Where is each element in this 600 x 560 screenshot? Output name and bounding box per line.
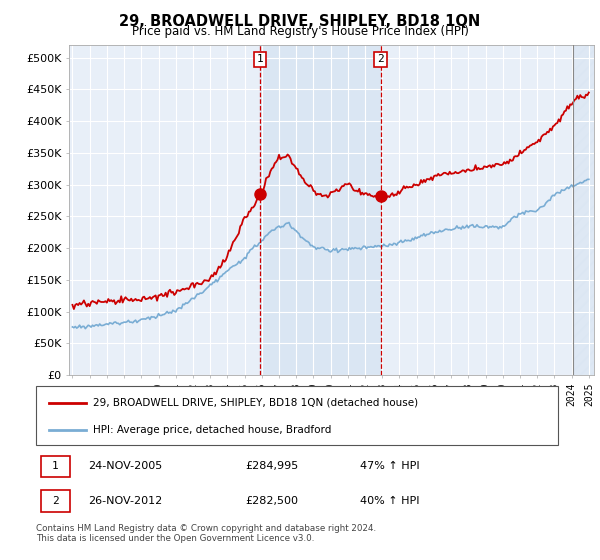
Bar [260, 45, 380, 375]
FancyBboxPatch shape [41, 491, 70, 512]
Text: 47% ↑ HPI: 47% ↑ HPI [359, 461, 419, 472]
FancyBboxPatch shape [41, 455, 70, 477]
Text: Price paid vs. HM Land Registry's House Price Index (HPI): Price paid vs. HM Land Registry's House … [131, 25, 469, 38]
Text: 29, BROADWELL DRIVE, SHIPLEY, BD18 1QN (detached house): 29, BROADWELL DRIVE, SHIPLEY, BD18 1QN (… [94, 398, 419, 408]
Text: 2: 2 [377, 54, 384, 64]
Bar [574, 45, 594, 375]
Text: 1: 1 [52, 461, 59, 472]
Text: HPI: Average price, detached house, Bradford: HPI: Average price, detached house, Brad… [94, 425, 332, 435]
FancyBboxPatch shape [36, 386, 558, 445]
Text: Contains HM Land Registry data © Crown copyright and database right 2024.
This d: Contains HM Land Registry data © Crown c… [36, 524, 376, 543]
Text: 1: 1 [257, 54, 263, 64]
Text: 26-NOV-2012: 26-NOV-2012 [88, 496, 163, 506]
Text: 40% ↑ HPI: 40% ↑ HPI [359, 496, 419, 506]
Text: 2: 2 [52, 496, 59, 506]
Text: £282,500: £282,500 [245, 496, 298, 506]
Text: 29, BROADWELL DRIVE, SHIPLEY, BD18 1QN: 29, BROADWELL DRIVE, SHIPLEY, BD18 1QN [119, 14, 481, 29]
Text: 24-NOV-2005: 24-NOV-2005 [88, 461, 163, 472]
Text: £284,995: £284,995 [245, 461, 298, 472]
